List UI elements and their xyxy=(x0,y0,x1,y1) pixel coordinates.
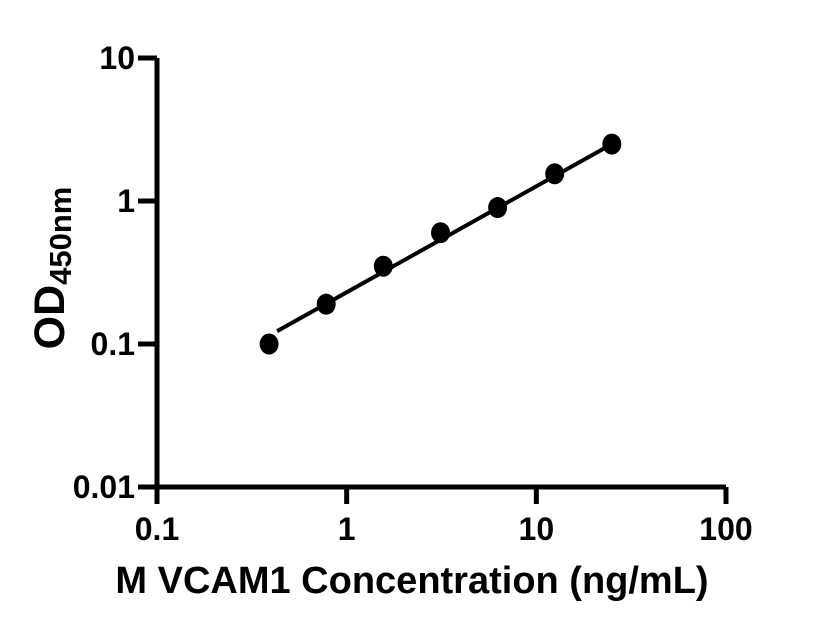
x-tick-label: 0.1 xyxy=(135,511,179,547)
x-axis-title: M VCAM1 Concentration (ng/mL) xyxy=(115,560,708,602)
x-tick-label: 100 xyxy=(699,511,752,547)
axis-spine xyxy=(154,58,726,490)
axes xyxy=(154,58,726,490)
y-axis-title: OD450nm xyxy=(26,187,78,350)
x-tick-label: 1 xyxy=(338,511,356,547)
y-axis-title-subscript: 450nm xyxy=(43,187,78,285)
y-tick-label: 0.01 xyxy=(73,469,135,505)
tick-marks xyxy=(138,55,729,504)
data-point xyxy=(488,197,508,219)
y-tick-label: 1 xyxy=(117,183,135,219)
data-point xyxy=(316,293,336,315)
data-point xyxy=(431,222,451,244)
data-point xyxy=(373,255,393,277)
y-axis-title-main: OD xyxy=(26,285,74,350)
x-tick-label: 10 xyxy=(519,511,555,547)
y-tick-label: 10 xyxy=(99,40,135,76)
data-point xyxy=(602,133,622,155)
plot-series xyxy=(259,133,622,355)
data-point xyxy=(545,163,565,185)
y-tick-label: 0.1 xyxy=(91,326,135,362)
data-point xyxy=(259,333,279,355)
